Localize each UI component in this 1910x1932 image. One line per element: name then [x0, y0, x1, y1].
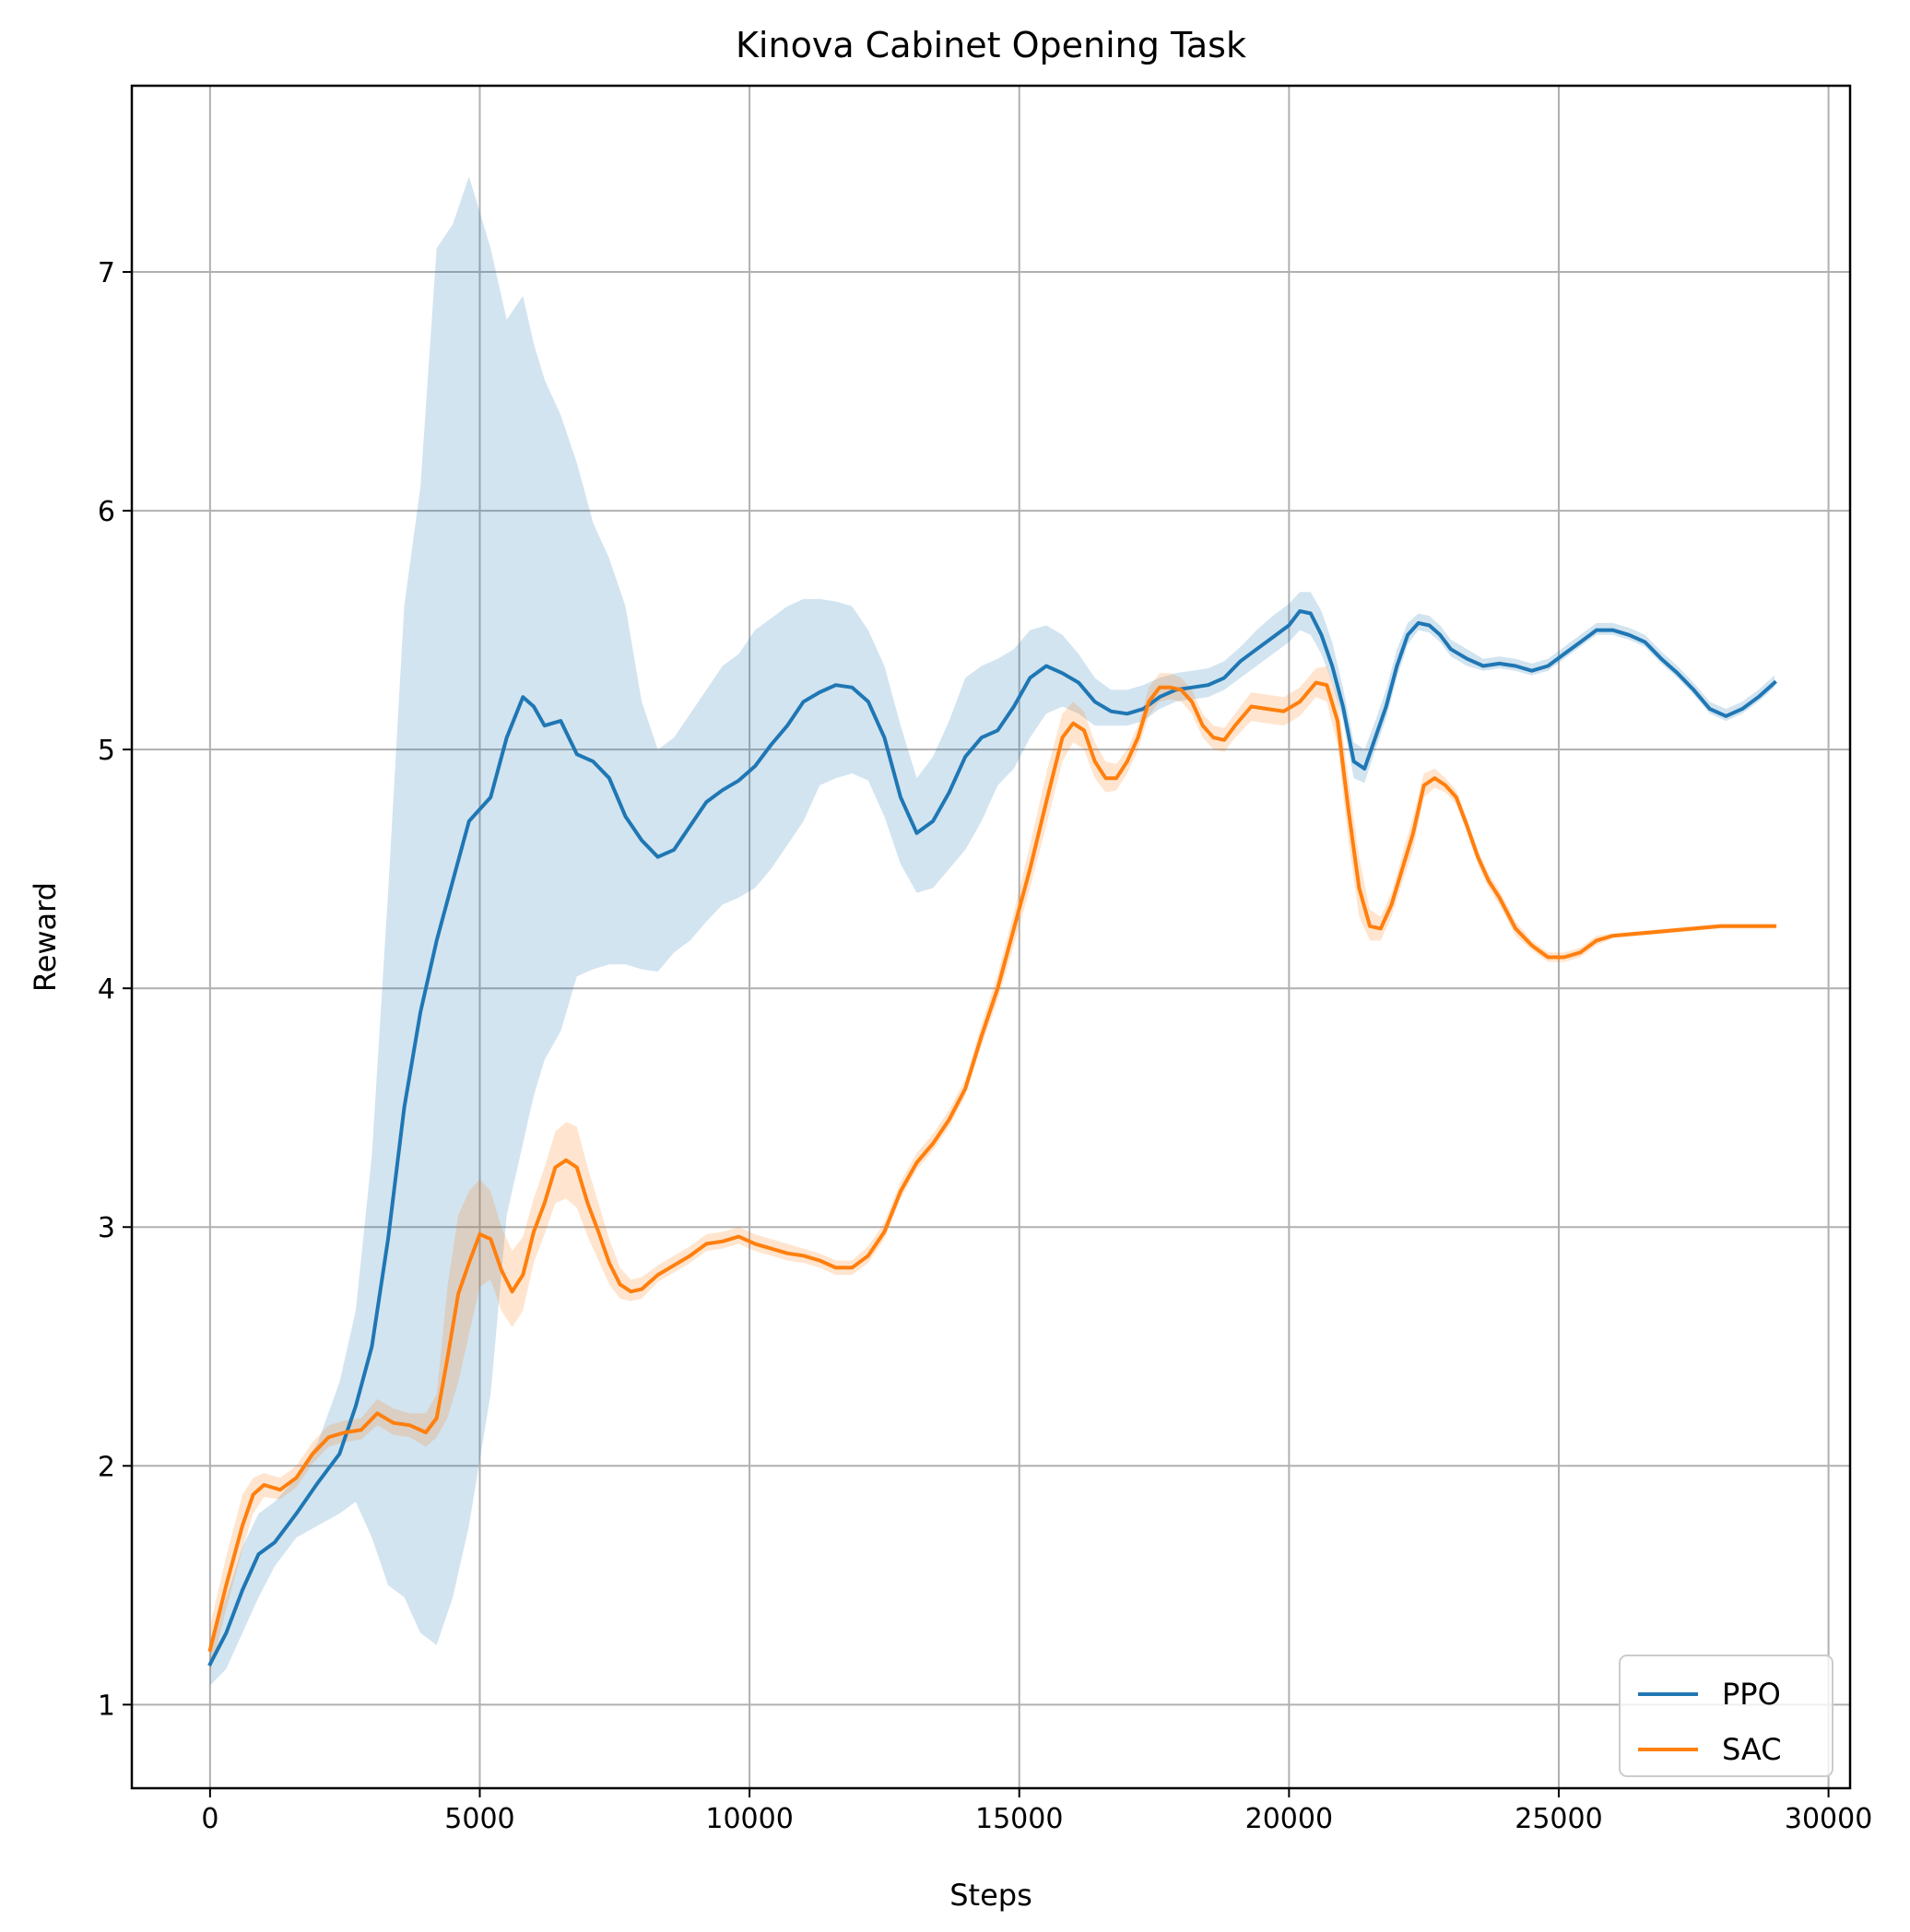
y-tick-label: 6	[98, 496, 115, 528]
x-tick-label: 5000	[444, 1803, 514, 1835]
x-tick-label: 30000	[1785, 1803, 1872, 1835]
legend-label-sac: SAC	[1722, 1732, 1782, 1767]
sac-confidence-band	[209, 666, 1775, 1674]
legend: PPO SAC	[1619, 1655, 1833, 1777]
grid-lines	[132, 86, 1850, 1788]
y-tick-label: 4	[98, 973, 115, 1006]
x-tick-label: 15000	[975, 1803, 1063, 1835]
x-tick-label: 10000	[705, 1803, 793, 1835]
y-tick-label: 5	[98, 735, 115, 767]
x-tick-label: 20000	[1245, 1803, 1333, 1835]
x-tick-label: 0	[201, 1803, 218, 1835]
legend-box	[1619, 1655, 1833, 1777]
y-tick-label: 3	[98, 1212, 115, 1244]
ppo-series-line	[207, 608, 1777, 1667]
legend-label-ppo: PPO	[1722, 1677, 1781, 1712]
y-axis-label: Reward	[28, 882, 63, 992]
y-tick-label: 1	[98, 1690, 115, 1722]
chart-title: Kinova Cabinet Opening Task	[736, 25, 1246, 65]
confidence-bands	[209, 176, 1775, 1686]
x-axis-label: Steps	[949, 1878, 1032, 1913]
y-tick-label: 7	[98, 257, 115, 289]
sac-series-line	[207, 680, 1777, 1653]
y-tick-label: 2	[98, 1451, 115, 1483]
plot-area-frame	[130, 84, 1852, 1790]
x-tick-label: 25000	[1515, 1803, 1602, 1835]
series-lines	[207, 608, 1777, 1667]
ppo-confidence-band	[209, 176, 1775, 1686]
axis-ticks: 0 5000 10000 15000 20000 25000 30000 1 2 3 4 5 6 7	[98, 257, 1872, 1835]
